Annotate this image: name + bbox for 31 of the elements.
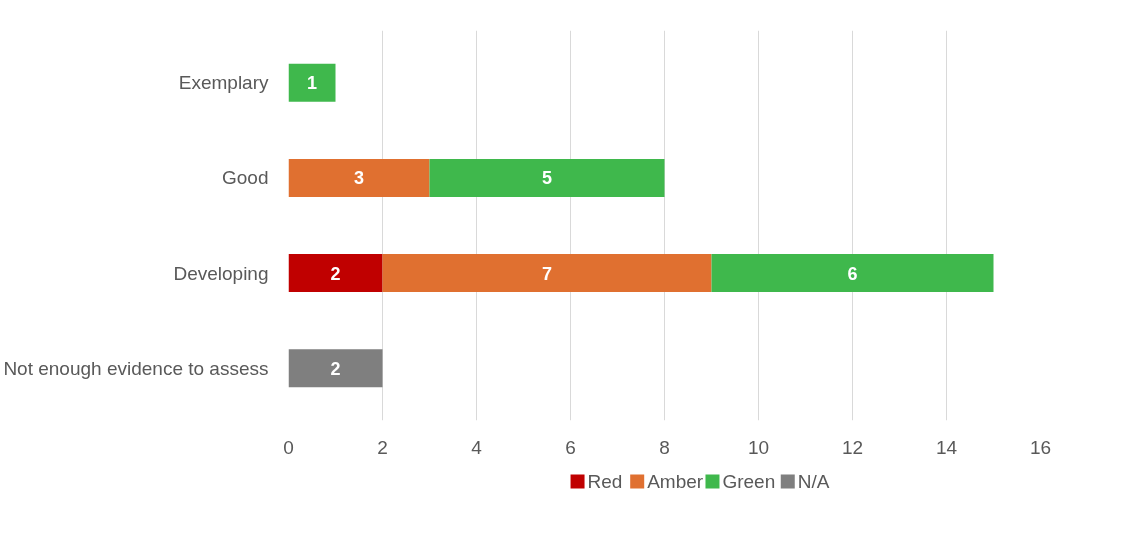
- data-label: 2: [330, 263, 341, 284]
- data-label: 1: [306, 73, 318, 94]
- bar: [711, 254, 994, 293]
- x-tick-label: 6: [565, 436, 576, 458]
- x-tick-label: 0: [283, 436, 294, 458]
- y-tick-label: Exemplary: [178, 72, 269, 94]
- bar: [288, 254, 383, 293]
- legend-label: Red: [587, 471, 623, 492]
- data-label: 3: [353, 168, 365, 189]
- legend-label: Amber: [647, 471, 704, 492]
- data-label: 5: [541, 168, 553, 189]
- y-tick-label: Not enough evidence to assess: [3, 357, 269, 379]
- legend-label: Green: [722, 471, 776, 492]
- y-tick-label: Good: [222, 167, 269, 189]
- x-tick-label: 10: [747, 436, 770, 458]
- bar: [288, 158, 430, 197]
- x-tick-label: 12: [841, 436, 864, 458]
- y-tick-label: Developing: [173, 262, 269, 284]
- data-label: 2: [330, 358, 341, 379]
- bar: [288, 349, 383, 388]
- bar: [429, 158, 665, 197]
- bar: [382, 254, 712, 293]
- data-label: 6: [847, 263, 858, 284]
- legend-label: N/A: [797, 471, 830, 492]
- x-tick-label: 14: [935, 436, 958, 458]
- data-label: 7: [541, 263, 553, 284]
- x-tick-label: 4: [471, 436, 483, 458]
- bar: [288, 63, 336, 102]
- x-tick-label: 2: [377, 436, 388, 458]
- x-tick-label: 8: [659, 436, 670, 458]
- x-tick-label: 16: [1029, 436, 1052, 458]
